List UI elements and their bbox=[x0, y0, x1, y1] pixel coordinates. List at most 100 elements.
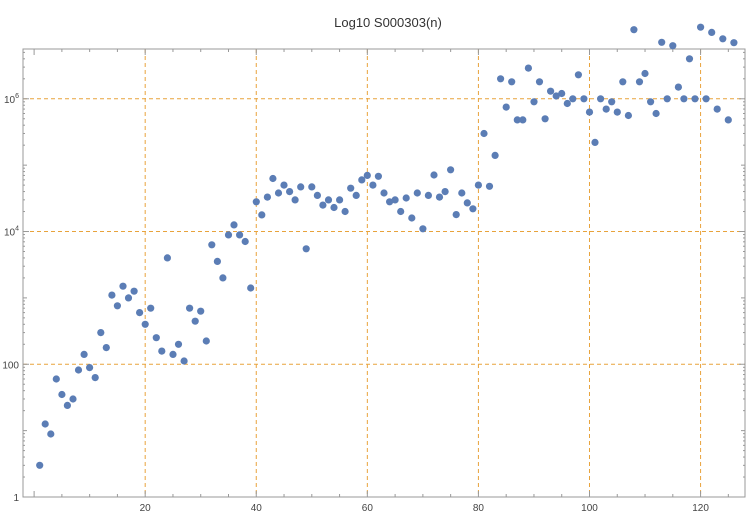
data-point bbox=[324, 196, 333, 204]
data-point bbox=[236, 231, 244, 239]
data-point bbox=[152, 334, 160, 342]
data-point bbox=[430, 171, 438, 179]
data-point bbox=[80, 350, 88, 358]
data-point bbox=[219, 274, 227, 282]
data-point bbox=[724, 116, 732, 124]
grid-lines bbox=[23, 49, 745, 497]
data-point bbox=[413, 189, 421, 197]
data-point bbox=[691, 95, 699, 103]
data-point bbox=[297, 183, 305, 191]
data-point bbox=[247, 284, 255, 292]
data-point bbox=[380, 189, 388, 197]
data-point bbox=[286, 188, 294, 196]
data-point bbox=[591, 138, 599, 146]
data-point bbox=[469, 205, 477, 213]
x-tick-label: 80 bbox=[473, 503, 485, 514]
data-point bbox=[502, 103, 510, 111]
data-point bbox=[674, 83, 683, 91]
data-point bbox=[391, 196, 399, 204]
data-point bbox=[36, 461, 44, 469]
data-point bbox=[213, 257, 221, 265]
plot-frame bbox=[22, 48, 746, 498]
axis-ticks bbox=[23, 49, 745, 498]
data-point bbox=[319, 201, 327, 209]
data-point bbox=[602, 105, 610, 113]
x-tick-label: 100 bbox=[581, 503, 598, 514]
data-point bbox=[435, 193, 444, 201]
data-point bbox=[258, 211, 266, 219]
data-point bbox=[130, 287, 138, 295]
data-point bbox=[663, 95, 671, 103]
data-point bbox=[608, 98, 616, 106]
data-point bbox=[463, 199, 471, 207]
data-point bbox=[685, 55, 694, 63]
data-point bbox=[485, 182, 494, 190]
data-point bbox=[313, 191, 321, 199]
x-tick-label: 60 bbox=[362, 503, 374, 514]
y-tick-label: 104 bbox=[4, 226, 19, 239]
data-point bbox=[374, 172, 382, 180]
data-point bbox=[508, 78, 516, 86]
data-point bbox=[408, 214, 416, 222]
data-point bbox=[424, 191, 432, 199]
data-point bbox=[158, 347, 166, 355]
data-point bbox=[58, 390, 66, 399]
data-point bbox=[180, 357, 188, 365]
data-point bbox=[74, 366, 83, 374]
data-point bbox=[341, 207, 349, 216]
data-point bbox=[141, 320, 149, 328]
data-point bbox=[652, 109, 660, 118]
data-point bbox=[302, 245, 310, 253]
data-point bbox=[169, 350, 177, 358]
data-point bbox=[147, 304, 155, 312]
data-point bbox=[624, 111, 633, 120]
data-point bbox=[52, 375, 60, 383]
data-point bbox=[647, 98, 655, 106]
data-point bbox=[635, 78, 644, 86]
data-point bbox=[280, 181, 288, 189]
data-point bbox=[452, 211, 460, 219]
data-point bbox=[513, 116, 521, 124]
data-point bbox=[630, 26, 638, 34]
data-point bbox=[197, 307, 205, 315]
y-tick-label: 100 bbox=[2, 360, 19, 371]
data-point bbox=[91, 374, 99, 382]
data-point bbox=[252, 198, 260, 206]
tick-labels: 20 40 60 80 100 120 1 100 104 106 bbox=[2, 93, 709, 514]
data-point bbox=[113, 302, 121, 310]
data-point bbox=[102, 344, 110, 352]
data-point bbox=[447, 166, 455, 174]
data-point bbox=[619, 78, 627, 86]
data-point bbox=[347, 184, 355, 192]
data-point bbox=[224, 231, 233, 239]
data-point bbox=[719, 35, 727, 43]
data-point bbox=[613, 108, 621, 116]
data-point bbox=[386, 198, 394, 206]
data-point bbox=[491, 151, 499, 159]
chart-title: Log10 S000303(n) bbox=[334, 15, 442, 30]
data-point bbox=[108, 291, 116, 299]
y-tick-label: 1 bbox=[13, 493, 19, 504]
data-point bbox=[441, 188, 449, 196]
x-tick-label: 120 bbox=[692, 503, 709, 514]
data-point bbox=[730, 39, 738, 47]
data-point bbox=[402, 194, 410, 202]
data-point bbox=[369, 181, 377, 189]
data-point bbox=[41, 420, 49, 428]
data-point bbox=[208, 241, 216, 249]
x-tick-label: 20 bbox=[140, 503, 152, 514]
data-point bbox=[97, 329, 105, 337]
data-point bbox=[119, 282, 127, 290]
data-point bbox=[86, 364, 94, 372]
data-point bbox=[535, 78, 544, 86]
data-point bbox=[241, 237, 249, 246]
data-point bbox=[202, 337, 210, 345]
data-point bbox=[524, 64, 533, 72]
data-point bbox=[263, 193, 271, 201]
data-point bbox=[480, 129, 488, 138]
data-point bbox=[702, 95, 710, 103]
data-point bbox=[63, 401, 71, 409]
data-point bbox=[597, 95, 605, 103]
data-point bbox=[163, 254, 171, 262]
data-point bbox=[552, 92, 560, 100]
